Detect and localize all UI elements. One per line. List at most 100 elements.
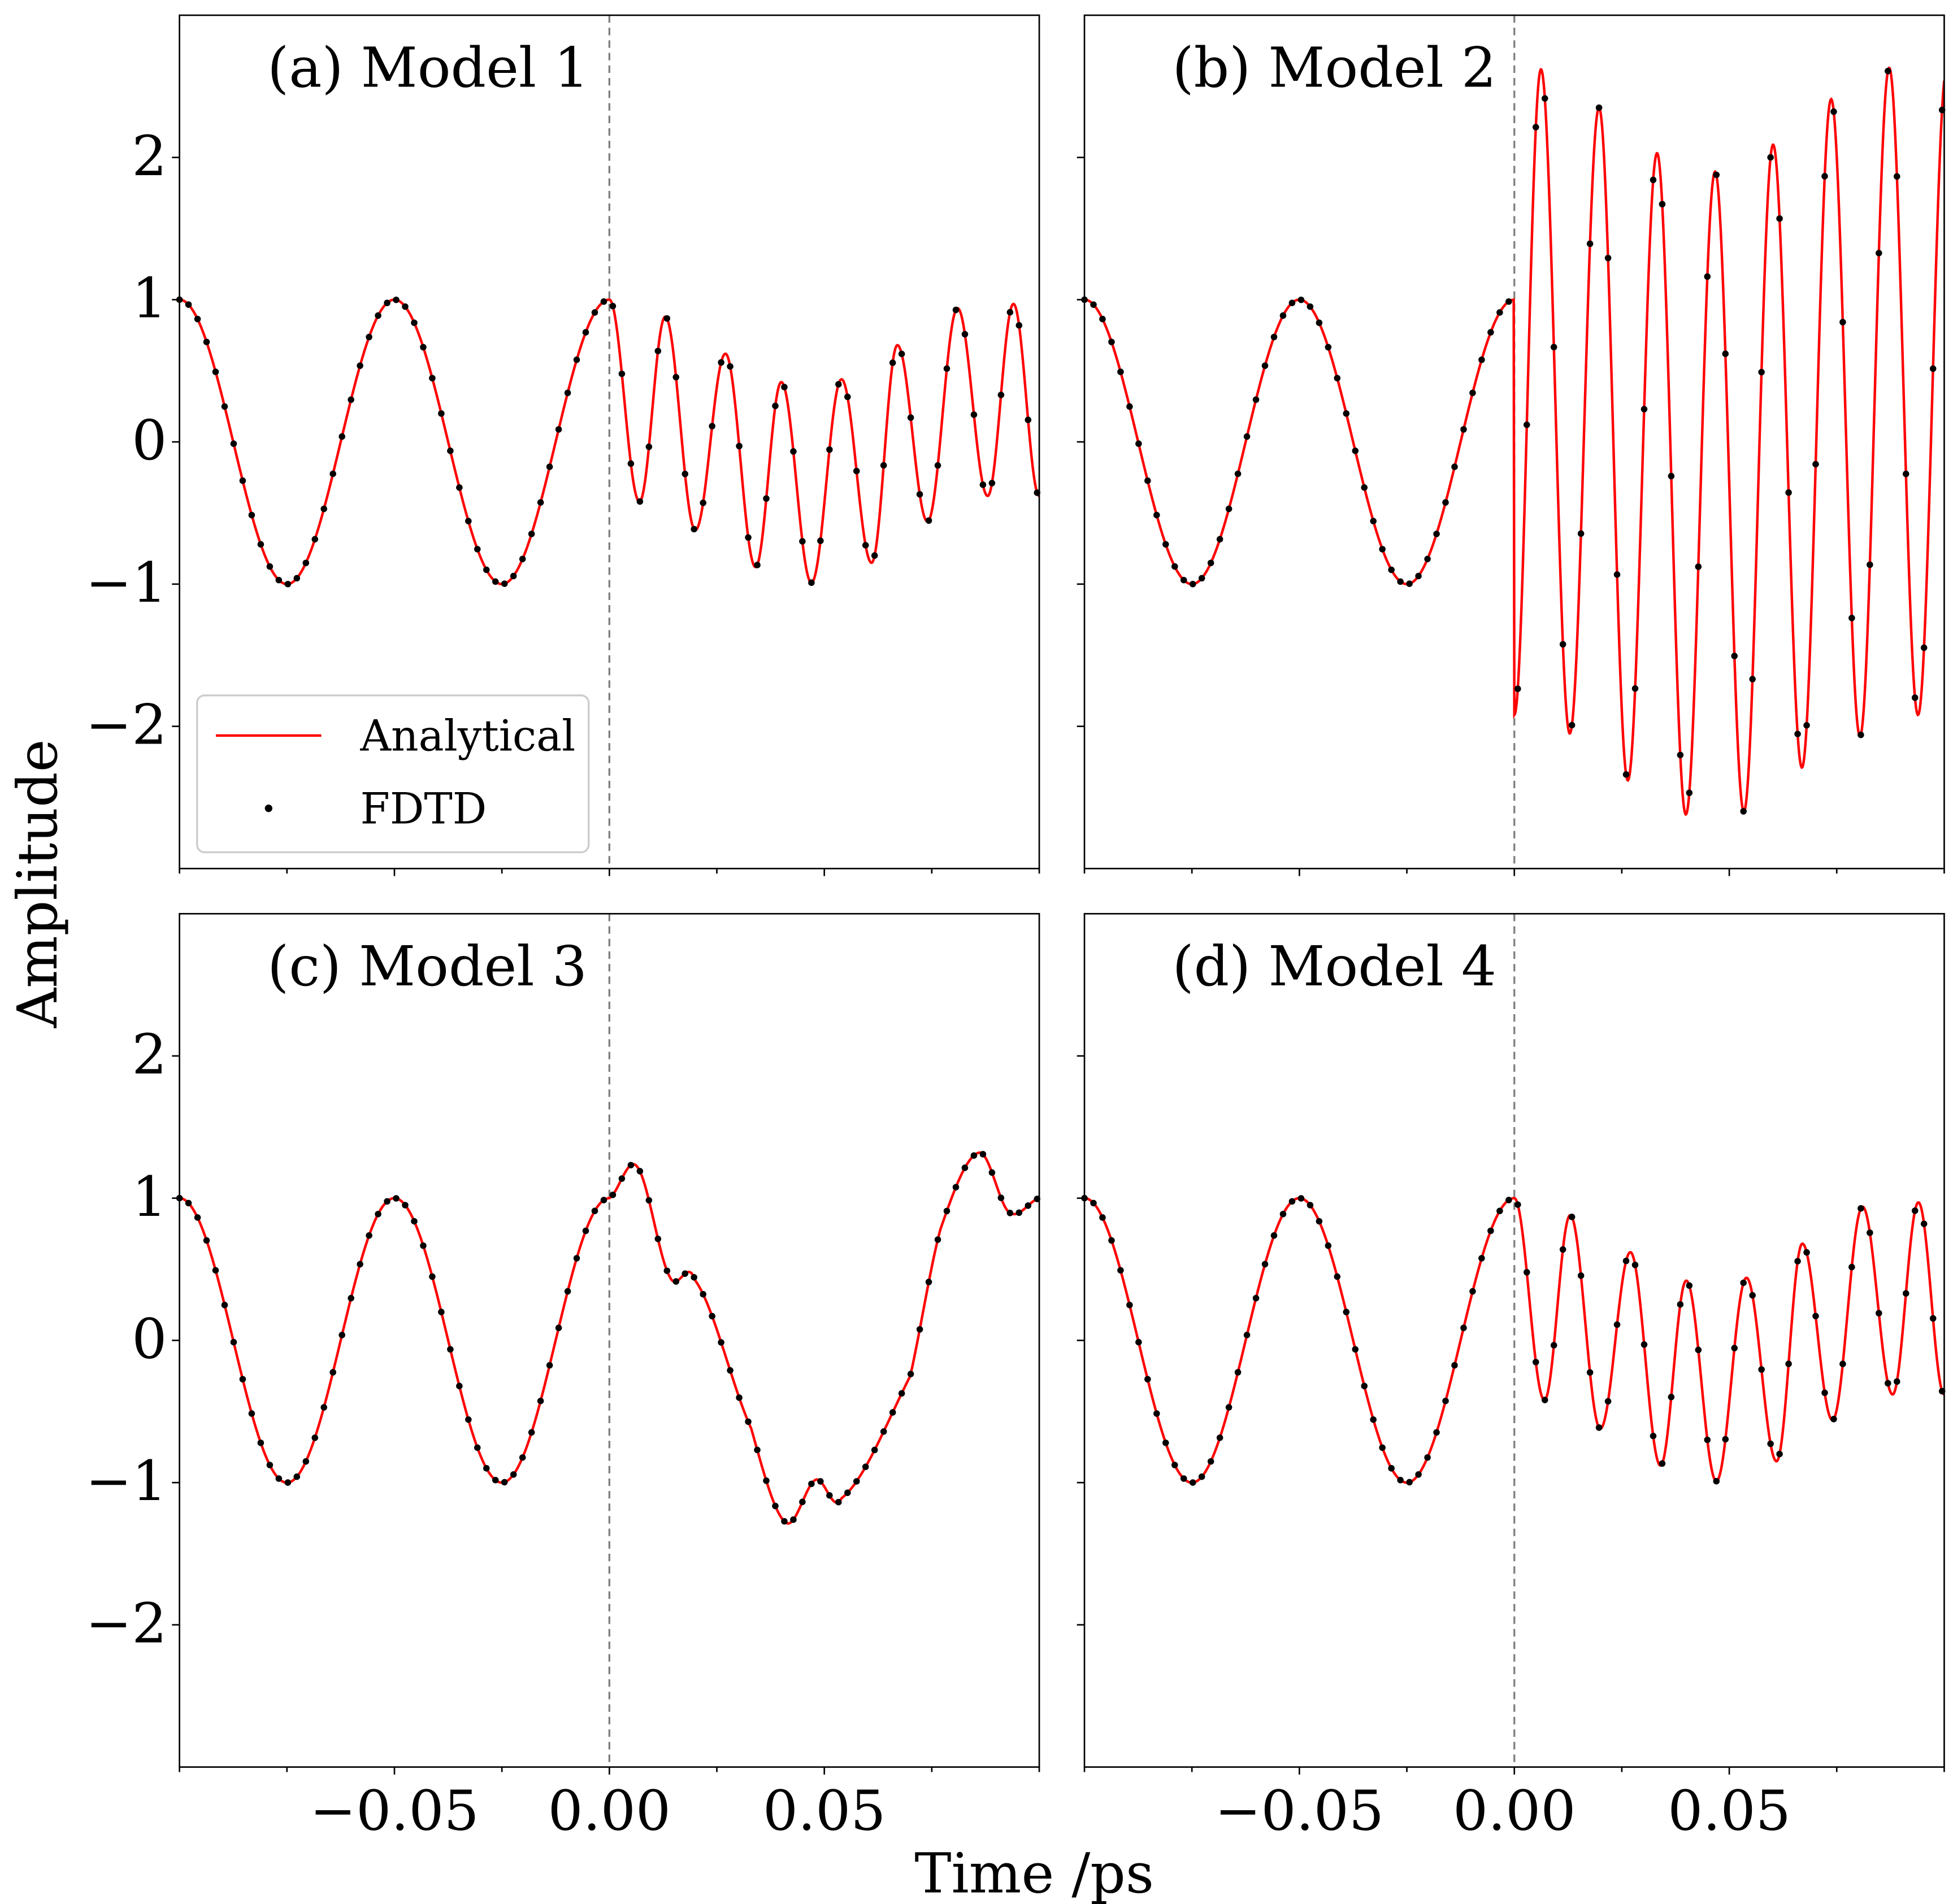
panel-d-fdtd-point xyxy=(1352,1346,1359,1353)
panel-d-fdtd-point xyxy=(1325,1242,1332,1249)
panel-b-fdtd-point xyxy=(1307,303,1314,310)
panel-b-fdtd-point xyxy=(1270,333,1278,341)
panel-c-fdtd-point xyxy=(682,1270,688,1277)
panel-a-fdtd-point xyxy=(185,301,192,308)
panel-c-fdtd-point xyxy=(853,1478,860,1485)
panel-c-fdtd-point xyxy=(230,1338,237,1346)
panel-b-fdtd-point xyxy=(1577,530,1585,537)
panel-d-fdtd-point xyxy=(1307,1202,1314,1209)
panel-d-fdtd-point xyxy=(1216,1434,1223,1441)
panel-b-fdtd-point xyxy=(1686,789,1693,797)
panel-d-fdtd-point xyxy=(1297,1195,1305,1202)
panel-c-fdtd-point xyxy=(1025,1202,1032,1209)
panel-a-fdtd-point xyxy=(447,447,454,454)
panel-c-xtick-label: −0.05 xyxy=(310,1779,479,1844)
panel-d-fdtd-point xyxy=(1189,1479,1196,1486)
panel-c-fdtd-point xyxy=(429,1273,436,1280)
panel-c-fdtd-point xyxy=(925,1279,932,1285)
panel-b-fdtd-point xyxy=(1677,751,1684,759)
panel-a-fdtd-point xyxy=(320,505,327,512)
panel-b-fdtd-point xyxy=(1316,319,1323,327)
panel-a-fdtd-point xyxy=(528,531,535,537)
panel-b-fdtd-point xyxy=(1379,546,1386,553)
panel-c-fdtd-point xyxy=(329,1369,336,1376)
panel-d-fdtd-point xyxy=(1207,1458,1214,1465)
panel-b-fdtd-point xyxy=(1586,240,1594,247)
panel-d-fdtd-point xyxy=(1261,1260,1269,1268)
panel-b-fdtd-point xyxy=(1613,571,1621,578)
panel-b-fdtd-point xyxy=(1460,426,1467,433)
panel-a-fdtd-point xyxy=(438,410,445,417)
panel-b-fdtd-point xyxy=(1234,470,1242,477)
panel-d-fdtd-point xyxy=(1631,1262,1639,1268)
panel-d-fdtd-point xyxy=(1857,1205,1864,1212)
panel-a-fdtd-point xyxy=(239,477,246,484)
panel-a-fdtd-point xyxy=(582,329,589,336)
legend: Analytical FDTD xyxy=(196,694,590,854)
panel-a-fdtd-point xyxy=(600,298,607,305)
panel-c-fdtd-point xyxy=(366,1232,372,1239)
panel-a-fdtd-point xyxy=(817,537,824,544)
panel-c-fdtd-point xyxy=(754,1446,761,1454)
panel-c-fdtd-point xyxy=(465,1416,472,1423)
panel-c-fdtd-point xyxy=(582,1227,589,1234)
panel-c-fdtd-point xyxy=(456,1383,463,1389)
panel-b-fdtd-point xyxy=(1722,350,1729,357)
panel-d-fdtd-point xyxy=(1171,1462,1178,1468)
panel-d-fdtd-point xyxy=(1270,1232,1278,1239)
panel-b-fdtd-point xyxy=(1343,410,1350,417)
panel-a-fdtd-point xyxy=(1006,308,1014,316)
panel-c-ytick-label: 0 xyxy=(132,1307,167,1372)
panel-b-fdtd-point xyxy=(1830,108,1837,115)
legend-analytical-label: Analytical xyxy=(359,711,575,761)
panel-d-fdtd-point xyxy=(1821,1389,1828,1396)
panel-c-fdtd-point xyxy=(338,1332,345,1338)
panel-b-fdtd-point xyxy=(1650,176,1657,184)
panel-d-dots-layer xyxy=(1081,1194,1946,1486)
panel-d-fdtd-point xyxy=(1713,1477,1720,1485)
panel-a-fdtd-point xyxy=(293,575,301,582)
panel-b-fdtd-point xyxy=(1487,329,1494,336)
panel-a-fdtd-point xyxy=(988,480,996,486)
panel-a-fdtd-point xyxy=(907,414,914,421)
panel-d-fdtd-point xyxy=(1776,1450,1783,1458)
panel-a-fdtd-point xyxy=(853,467,860,475)
panel-c-analytical-line xyxy=(179,1151,1040,1525)
panel-c-fdtd-point xyxy=(988,1169,996,1176)
panel-b-fdtd-point xyxy=(1821,173,1828,180)
panel-a-fdtd-point xyxy=(573,356,580,363)
panel-b-fdtd-point xyxy=(1505,298,1512,305)
panel-d-fdtd-point xyxy=(1758,1366,1765,1373)
panel-b-fdtd-point xyxy=(1659,201,1666,208)
panel-a-fdtd-point xyxy=(302,559,310,567)
panel-c-fdtd-point xyxy=(284,1479,292,1486)
panel-b-fdtd-point xyxy=(1894,173,1900,180)
panel-a-fdtd-point xyxy=(248,511,255,519)
panel-b-fdtd-point xyxy=(1135,440,1142,447)
panel-d-fdtd-point xyxy=(1370,1416,1377,1423)
panel-d-fdtd-point xyxy=(1451,1362,1458,1369)
panel-c-fdtd-point xyxy=(862,1463,869,1470)
panel-d-fdtd-point xyxy=(1650,1432,1657,1440)
panel-a-fdtd-point xyxy=(925,517,932,524)
panel-c-fdtd-point xyxy=(519,1454,526,1461)
panel-a-fdtd-point xyxy=(844,393,851,401)
panel-d-xtick-label: 0.05 xyxy=(1668,1779,1791,1844)
panel-d-fdtd-point xyxy=(1379,1444,1386,1451)
panel-d-fdtd-point xyxy=(1640,1341,1648,1348)
panel-b-fdtd-point xyxy=(1541,95,1548,102)
panel-c-fdtd-point xyxy=(961,1164,969,1171)
panel-c-ytick-label: 2 xyxy=(132,1023,167,1087)
panel-b-fdtd-point xyxy=(1388,566,1395,573)
panel-a-fdtd-point xyxy=(537,499,544,506)
panel-a-fdtd-point xyxy=(700,499,706,506)
panel-c-fdtd-point xyxy=(266,1462,274,1468)
panel-d-fdtd-point xyxy=(1686,1282,1693,1289)
panel-a-fdtd-point xyxy=(555,426,562,433)
panel-a-ytick-label: −1 xyxy=(85,551,167,615)
panel-b-fdtd-point xyxy=(1803,722,1810,729)
panel-c-fdtd-point xyxy=(320,1404,327,1411)
panel-d-fdtd-point xyxy=(1252,1294,1260,1302)
panel-d-analytical-line xyxy=(1084,1197,1945,1484)
